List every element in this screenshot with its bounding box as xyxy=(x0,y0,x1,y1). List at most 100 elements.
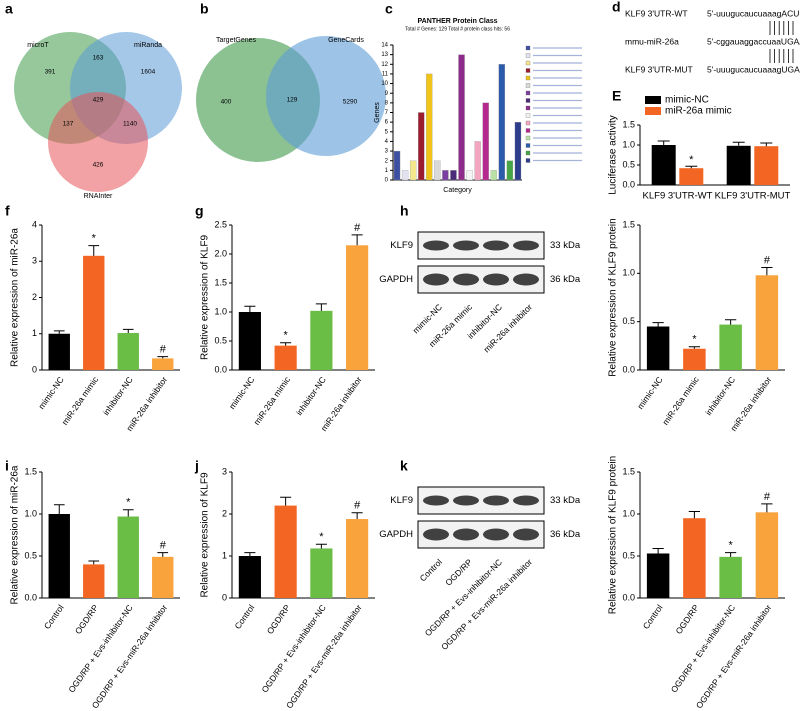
legend-swatch xyxy=(525,90,531,96)
y-tick-label: 10 xyxy=(381,81,388,87)
y-tick-label: 1 xyxy=(32,328,37,338)
alignment-sequence: 5'-cggauaggaccuaaUGAACUu-3' xyxy=(707,36,800,46)
bar xyxy=(646,553,670,598)
error-bar xyxy=(122,328,134,334)
error-bar xyxy=(351,234,363,246)
x-tick-label: miR-26a mimic xyxy=(251,374,292,427)
legend-swatch xyxy=(525,83,531,88)
x-tick-label: miR-26a mimic xyxy=(60,374,101,427)
venn-set-label: RNAInter xyxy=(84,193,113,200)
y-tick-label: 1.5 xyxy=(622,119,635,129)
x-tick-label: KLF9 3'UTR-MUT xyxy=(715,191,791,202)
panel-letter: i xyxy=(5,458,9,474)
error-bar xyxy=(315,303,327,311)
bar xyxy=(474,141,481,181)
legend-swatch xyxy=(525,98,531,103)
panel-letter: g xyxy=(195,203,204,219)
blot-size: 36 kDa xyxy=(550,274,581,285)
error-bar xyxy=(688,346,700,349)
panel-letter: c xyxy=(385,1,393,17)
error-bar xyxy=(280,496,292,506)
legend-swatch xyxy=(525,135,531,141)
bar xyxy=(238,312,261,370)
y-axis-label: Relative expression of KLF9 xyxy=(200,235,211,361)
y-axis-label: Relative expression of KLF9 protein xyxy=(608,218,619,376)
y-tick-label: 1.0 xyxy=(622,139,635,149)
venn-set xyxy=(266,36,386,156)
bar xyxy=(274,505,297,598)
y-tick-label: 9 xyxy=(385,91,389,97)
x-tick-label: inhibitor-NC xyxy=(294,375,328,417)
panel-letter: a xyxy=(5,1,13,17)
bar xyxy=(442,170,449,181)
x-tick-label: OGD/RP + Evs-inhibitor-NC xyxy=(66,603,134,695)
bar xyxy=(418,112,425,181)
bar xyxy=(83,564,105,598)
y-tick-label: 1.0 xyxy=(622,508,635,518)
lane-label: Control xyxy=(418,557,445,584)
y-tick-label: 1.5 xyxy=(622,219,635,229)
panel-letter: f xyxy=(5,203,10,219)
venn-count: 400 xyxy=(221,99,232,106)
x-tick-label: mimic-NC xyxy=(227,375,257,411)
legend-swatch xyxy=(525,45,531,51)
x-tick-label: mimic-NC xyxy=(36,375,66,411)
bar xyxy=(498,64,506,181)
legend-swatch xyxy=(525,158,531,163)
y-tick-label: 0.5 xyxy=(24,550,37,560)
x-tick-label: Control xyxy=(641,603,665,631)
venn-count: 129 xyxy=(287,97,298,104)
chart-subtitle: Total # Genes: 129 Total # protein class… xyxy=(405,26,510,32)
bar xyxy=(506,160,514,181)
venn-set-label: GeneCards xyxy=(328,37,364,44)
error-bar xyxy=(53,504,65,514)
y-tick-label: 0.0 xyxy=(622,179,635,189)
y-tick-label: 1.0 xyxy=(214,306,227,316)
y-tick-label: 0 xyxy=(385,178,389,184)
panel-letter: E xyxy=(612,88,621,104)
x-tick-label: OGD/RP + Evs-miR-26a inhibitor xyxy=(90,603,170,711)
error-bar xyxy=(157,552,169,557)
bar xyxy=(450,170,457,181)
legend-swatch xyxy=(525,128,531,133)
bar xyxy=(393,150,401,181)
venn-set xyxy=(48,92,148,192)
blot-band xyxy=(453,495,479,506)
significance-marker: # xyxy=(764,491,771,503)
bar xyxy=(83,255,105,370)
venn-count: 137 xyxy=(63,121,74,128)
blot-label: KLF9 xyxy=(390,495,413,506)
y-tick-label: 4 xyxy=(32,219,37,229)
y-tick-label: 2 xyxy=(385,158,389,164)
blot-band xyxy=(513,495,539,506)
legend-label: mimic-NC xyxy=(665,95,709,106)
y-tick-label: 2.0 xyxy=(214,248,227,258)
blot-size: 33 kDa xyxy=(550,240,581,251)
significance-marker: # xyxy=(354,500,361,512)
x-tick-label: inhibitor-NC xyxy=(703,375,737,417)
y-axis-label: Relative expression of KLF9 xyxy=(200,472,211,598)
error-bar xyxy=(88,245,100,256)
y-tick-label: 1.0 xyxy=(622,268,635,278)
venn-set-label: microT xyxy=(27,42,49,49)
y-tick-label: 0.0 xyxy=(214,364,227,374)
y-tick-label: 2 xyxy=(32,292,37,302)
blot-band xyxy=(513,273,539,286)
y-tick-label: 8 xyxy=(385,100,389,106)
y-tick-label: 1.0 xyxy=(24,508,37,518)
venn-count: 163 xyxy=(93,55,104,62)
error-bar xyxy=(280,342,292,346)
y-tick-label: 4 xyxy=(385,139,389,145)
legend-swatch xyxy=(525,68,531,73)
x-tick-label: OGD/RP + Evs-miR-26a inhibitor xyxy=(284,603,364,711)
y-axis-label: Luciferase activity xyxy=(608,115,619,194)
y-tick-label: 14 xyxy=(381,43,388,49)
y-tick-label: 3 xyxy=(385,149,389,155)
y-tick-label: 0.5 xyxy=(622,159,635,169)
x-tick-label: Control xyxy=(42,603,66,631)
bar xyxy=(238,556,261,598)
blot-label: GAPDH xyxy=(379,274,413,285)
y-tick-label: 3 xyxy=(32,256,37,266)
bar xyxy=(466,170,473,181)
